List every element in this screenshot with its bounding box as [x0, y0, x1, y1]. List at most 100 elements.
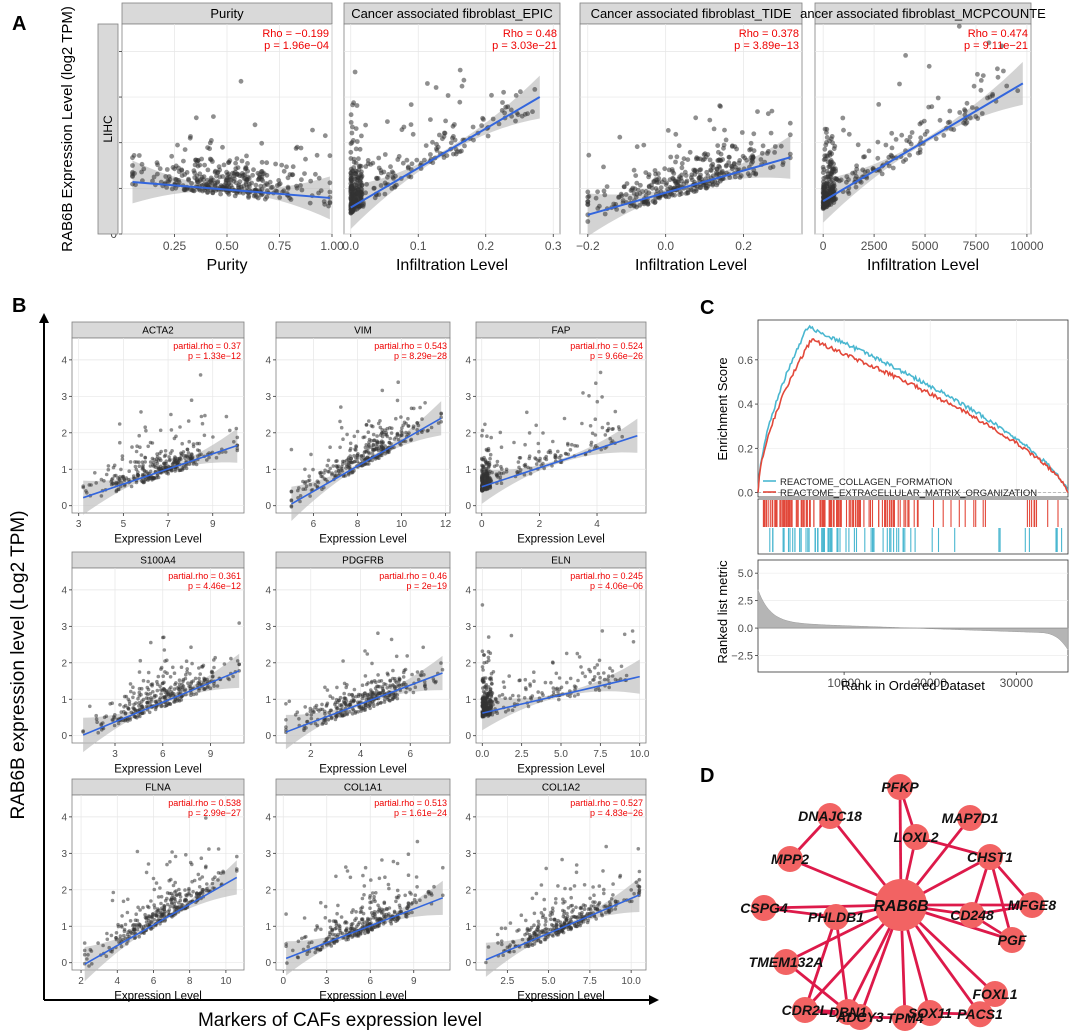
data-point	[637, 869, 642, 874]
data-point	[520, 937, 525, 942]
data-point	[356, 156, 361, 162]
x-tick-label: 7.5	[593, 749, 607, 760]
data-point	[624, 181, 630, 187]
data-point	[546, 935, 550, 939]
data-point	[366, 930, 370, 934]
data-point	[505, 104, 511, 110]
data-point	[820, 190, 826, 196]
data-point	[488, 677, 492, 681]
data-point	[353, 160, 359, 166]
data-point	[144, 691, 148, 696]
data-point	[489, 435, 494, 440]
data-point	[603, 433, 608, 437]
es-y-axis-label: Enrichment Score	[715, 357, 730, 460]
data-point	[572, 694, 577, 698]
data-point	[630, 629, 635, 633]
data-point	[565, 680, 569, 685]
data-point	[150, 441, 155, 445]
data-point	[165, 896, 169, 901]
data-point	[166, 469, 170, 474]
data-point	[678, 175, 684, 181]
data-point	[883, 142, 889, 148]
data-point	[579, 665, 583, 669]
data-point	[429, 891, 433, 895]
data-point	[216, 871, 221, 875]
data-point	[499, 926, 504, 931]
data-point	[175, 142, 180, 148]
data-point	[159, 901, 163, 906]
data-point	[320, 702, 324, 707]
data-point	[500, 692, 505, 697]
data-point	[636, 884, 640, 888]
data-point	[151, 174, 157, 180]
data-point	[111, 718, 115, 722]
data-point	[202, 162, 208, 168]
data-point	[335, 685, 339, 690]
data-point	[348, 448, 352, 453]
x-tick-label: 9	[411, 976, 417, 987]
data-point	[378, 183, 384, 188]
data-point	[197, 676, 201, 681]
data-point	[549, 917, 553, 921]
data-point	[600, 913, 604, 918]
data-point	[155, 682, 160, 687]
data-point	[748, 140, 754, 146]
data-point	[662, 166, 668, 172]
x-tick-label: 10.0	[621, 976, 641, 987]
data-point	[172, 457, 176, 462]
data-point	[698, 156, 703, 162]
data-point	[146, 687, 151, 692]
data-point	[1004, 83, 1010, 89]
data-point	[327, 935, 331, 939]
facet-title-b2: VIM	[354, 326, 372, 337]
regression-line-b2	[291, 417, 442, 505]
data-point	[634, 144, 640, 150]
x-tick-label: 5.0	[542, 976, 556, 987]
data-point	[451, 134, 456, 139]
data-point	[513, 93, 519, 98]
data-point	[969, 105, 975, 110]
data-point	[403, 893, 408, 898]
data-point	[601, 869, 605, 873]
data-point	[200, 875, 205, 879]
data-point	[359, 906, 363, 911]
data-point	[821, 157, 827, 163]
data-point	[99, 722, 103, 726]
data-point	[580, 421, 584, 426]
data-point	[619, 664, 624, 669]
data-point	[133, 918, 138, 922]
data-point	[183, 899, 187, 903]
data-point	[631, 167, 637, 173]
data-point	[412, 897, 417, 902]
data-point	[507, 674, 512, 678]
data-point	[646, 190, 652, 196]
data-point	[327, 919, 332, 923]
data-point	[593, 195, 599, 201]
data-point	[600, 395, 604, 399]
data-point	[707, 157, 713, 163]
data-point	[243, 176, 248, 182]
data-point	[482, 455, 486, 460]
data-point	[224, 414, 229, 419]
data-point	[685, 157, 691, 163]
data-point	[341, 659, 345, 663]
data-point	[313, 950, 318, 955]
data-point	[452, 122, 457, 127]
data-point	[204, 864, 208, 869]
facet-title-b9: COL1A2	[542, 783, 581, 794]
data-point	[336, 903, 340, 908]
data-point	[198, 373, 203, 377]
data-point	[730, 143, 735, 149]
data-point	[528, 684, 532, 688]
data-point	[935, 95, 941, 101]
data-point	[926, 104, 932, 110]
data-point	[503, 696, 508, 700]
data-point	[119, 944, 124, 949]
data-point	[326, 203, 331, 209]
data-point	[566, 443, 570, 447]
data-point	[610, 674, 615, 678]
data-point	[235, 446, 240, 451]
data-point	[325, 688, 330, 692]
data-point	[568, 448, 573, 452]
